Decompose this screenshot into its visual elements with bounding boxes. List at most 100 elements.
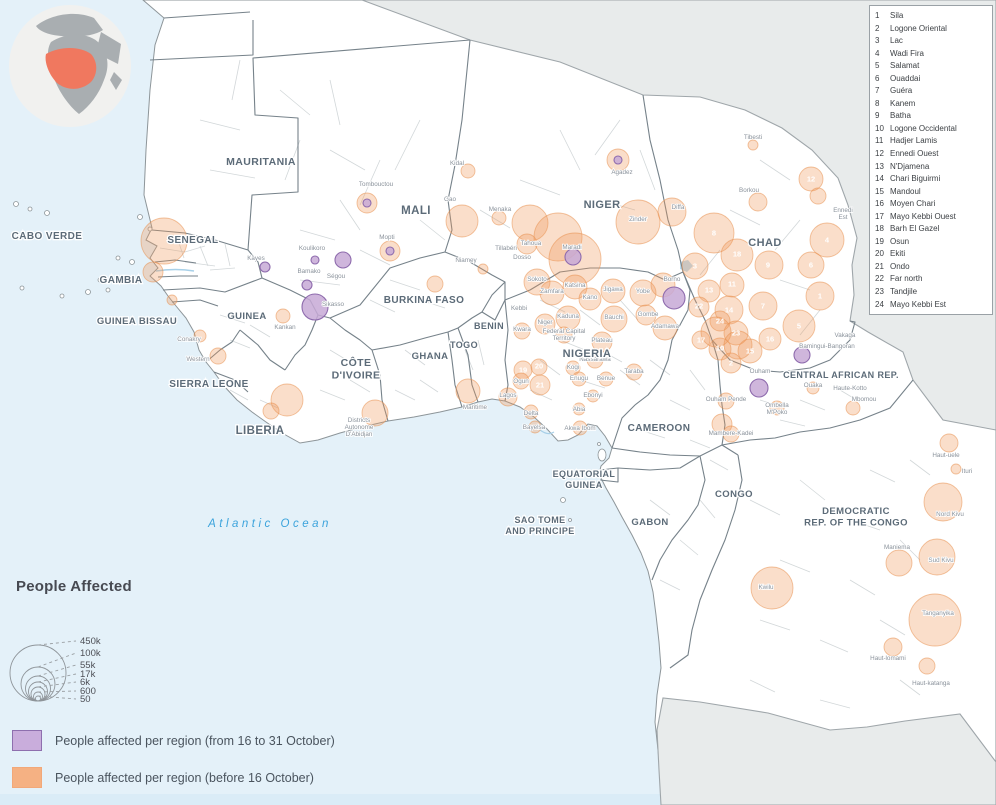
legend-index-number: 1: [875, 11, 880, 20]
legend-index-name: Ekiti: [890, 249, 906, 259]
legend-title: People Affected: [16, 578, 132, 595]
place-label: Plateau: [591, 337, 613, 344]
legend-index-name: Wadi Fira: [890, 48, 924, 58]
region-circle-before: [722, 425, 740, 443]
recent-swatch: [12, 730, 42, 751]
region-circle-before: [769, 400, 785, 416]
legend-index-row: 7 Guéra: [875, 85, 988, 98]
legend-index-number: 4: [875, 48, 880, 58]
country-label: NIGER: [584, 199, 621, 211]
region-number-label: 9: [766, 261, 770, 270]
region-circle-before: [275, 308, 291, 324]
region-circle-before: [748, 192, 768, 212]
size-legend-label: 17k: [80, 669, 96, 680]
region-circle-before: [908, 593, 962, 647]
region-circle-before: [923, 482, 963, 522]
legend-index-number: 10: [875, 123, 884, 133]
color-legend-label: People affected per region (before 16 Oc…: [55, 770, 314, 785]
region-circle-before: [361, 399, 389, 427]
region-circle-before: [625, 363, 643, 381]
place-label: Ebonyi: [583, 392, 602, 399]
place-label: Kankan: [274, 324, 296, 331]
region-circle-recent: [662, 286, 686, 310]
region-circle-before: [491, 210, 507, 226]
region-circle-recent: [334, 251, 352, 269]
legend-index-number: 22: [875, 274, 884, 284]
region-circle-before: [498, 387, 518, 407]
region-circle-before: [747, 139, 759, 151]
legend-index-name: Logone Oriental: [890, 23, 947, 33]
legend-index-name: Salamat: [890, 61, 920, 71]
place-label: Gao: [444, 196, 456, 203]
country-label: EQUATORIAL GUINEA: [553, 469, 616, 490]
region-number-label: 2: [729, 359, 733, 368]
legend-index-row: 4 Wadi Fira: [875, 48, 988, 61]
color-legend-label: People affected per region (from 16 to 3…: [55, 733, 335, 748]
country-label: SENEGAL: [167, 235, 218, 246]
legend-index-name: Lac: [890, 36, 903, 46]
region-circle-recent: [259, 261, 271, 273]
place-label: Bamako: [297, 268, 321, 275]
africa-globe-inset: [9, 5, 131, 127]
place-label: Zamfara: [540, 288, 564, 295]
region-circle-before: [845, 400, 861, 416]
region-number-label: 17: [697, 336, 705, 345]
place-label: Ouaka: [804, 382, 823, 389]
place-label: Nord Kivu: [936, 511, 964, 518]
legend-index-row: 13 N'Djamena: [875, 161, 988, 174]
place-label: Kwara: [513, 326, 531, 333]
country-label: CAMEROON: [628, 423, 691, 434]
region-circle-before: [657, 197, 687, 227]
place-label: Mopti: [379, 234, 394, 241]
region-circle-before: [140, 217, 188, 265]
legend-index-row: 11 Hadjer Lamis: [875, 135, 988, 148]
place-label: Conakry: [177, 336, 201, 343]
legend-index-row: 3 Lac: [875, 35, 988, 48]
legend-index-row: 2 Logone Oriental: [875, 23, 988, 36]
country-label: CONGO: [715, 489, 753, 500]
legend-index-row: 21 Ondo: [875, 261, 988, 274]
region-circle-before: [719, 272, 745, 298]
place-label: Borno: [664, 276, 681, 283]
region-circle-before: [445, 204, 479, 238]
legend-index-name: Ondo: [890, 261, 910, 271]
place-label: Zinder: [629, 216, 647, 223]
region-number-label: 13: [705, 286, 713, 295]
region-circle-before: [798, 166, 824, 192]
country-label: GAMBIA: [100, 275, 143, 286]
region-circle-before: [270, 383, 304, 417]
country-label: CABO VERDE: [12, 231, 83, 242]
legend-index-name: Mayo Kebbi Ouest: [890, 211, 956, 221]
region-circle-before: [652, 315, 678, 341]
size-legend-label: 50: [80, 694, 91, 705]
place-label: Kwilu: [758, 584, 774, 591]
region-number-label: 5: [797, 322, 801, 331]
color-legend-row: People affected per region (from 16 to 3…: [12, 730, 460, 751]
place-label: Ennedi Est: [833, 207, 853, 221]
place-label: Menaka: [489, 206, 512, 213]
region-circle-before: [586, 389, 600, 403]
region-circle-recent: [749, 378, 769, 398]
legend-index-name: Batha: [890, 111, 911, 121]
region-circle-before: [512, 372, 530, 390]
size-legend-leader: [37, 640, 77, 646]
gray-south-region: [656, 697, 996, 805]
country-label: CHAD: [748, 237, 781, 249]
legend-index-number: 6: [875, 73, 880, 83]
place-label: Sokoto: [527, 276, 547, 283]
place-label: Vakaga: [835, 332, 856, 339]
legend-index-number: 14: [875, 174, 884, 184]
legend-index-number: 11: [875, 136, 884, 146]
region-circle-before: [262, 402, 280, 420]
region-number-label: 4: [825, 236, 830, 245]
size-legend-leader: [37, 690, 77, 693]
region-number-label: 11: [728, 280, 736, 289]
people-affected-legend: People Affected 450k 100k 55k 17k 6k 600 50 Pe…: [0, 572, 460, 788]
place-label: Maniema: [884, 544, 910, 551]
legend-index-name: Moyen Chari: [890, 199, 936, 209]
region-circle-before: [209, 347, 227, 365]
region-circle-before: [571, 371, 587, 387]
legend-index-row: 18 Barh El Gazel: [875, 223, 988, 236]
size-legend-leader: [37, 673, 77, 683]
